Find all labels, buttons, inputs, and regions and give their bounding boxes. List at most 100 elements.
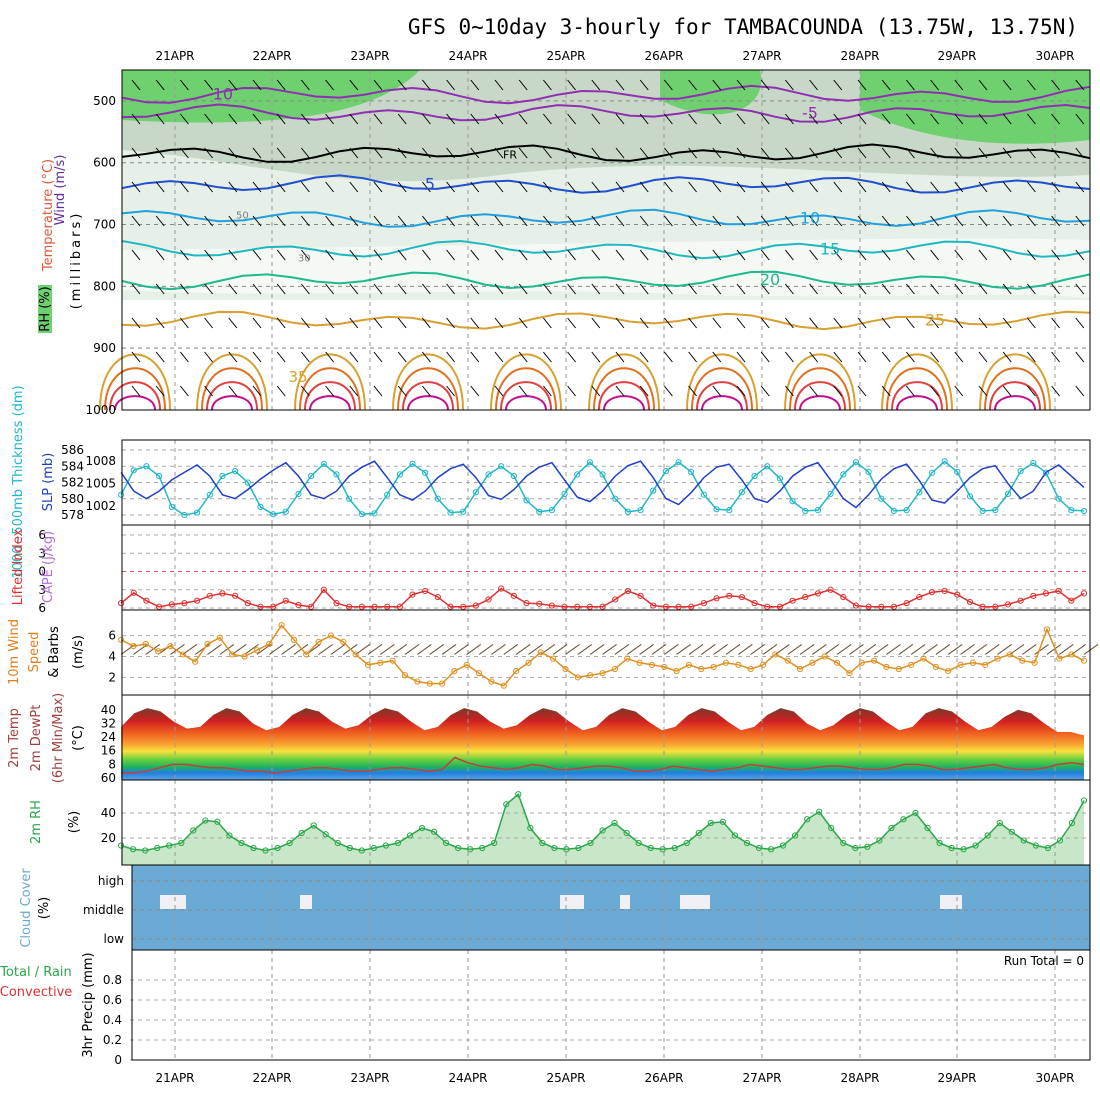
wind-barb [155,351,165,363]
wind-barb [373,79,383,91]
boundary-layer-contour [196,353,268,411]
wind-barb [422,249,431,261]
cloud-level-label: low [104,932,125,946]
wind-barb-10m [441,644,457,655]
wind-barb [397,249,407,261]
rh-area [121,794,1085,865]
lifted-index-point [232,592,239,599]
rh-point [575,844,582,852]
wind-barb [373,147,383,159]
temperature-contour [121,143,1091,163]
wind-speed-point [994,655,1001,662]
wind-barb [760,147,770,159]
wind-barb [228,79,238,91]
wind-barb-10m [639,644,654,655]
wind-barb [857,317,867,329]
wind-barb [736,181,746,193]
lifted-index-point [156,603,163,610]
wind-barb [760,385,770,397]
wind-barb [397,79,407,91]
wind-barb [228,181,238,193]
thickness-point [257,503,264,510]
thickness-point [903,507,910,514]
rh-point [406,832,414,839]
thickness-point [992,507,999,514]
rh-point [767,846,775,853]
wind-barb [664,385,673,397]
temperature-contour-label: -10 [207,85,233,104]
lifted-index-point [827,586,834,593]
wind-barb [639,385,649,397]
date-label-top: 30APR [1035,49,1074,63]
wind-barb [760,283,770,295]
wind-speed-point [1019,657,1026,664]
wind-barb [228,385,238,397]
rh-point [623,829,630,837]
wind-barb [712,249,722,261]
thickness-point [1055,495,1062,502]
wind-speed-point [229,651,236,658]
wind-speed-point [1080,657,1088,664]
lifted-index-point [890,603,898,610]
lifted-index-point [1042,590,1050,597]
lifted-index-line [120,587,1085,608]
wind-barb [1051,385,1060,397]
wind-barb [131,249,141,261]
wind-barb [930,181,939,193]
wind-barb [301,385,310,397]
wind-barb [325,317,334,329]
wind-barb [954,283,964,295]
wind-barb [373,283,383,295]
wind-barb-10m [873,644,889,655]
rh-point [743,839,751,847]
wind-speed-point [599,670,606,677]
cloud-gap [300,895,312,909]
wind-barb [543,215,552,227]
wind-barb [470,181,480,193]
wind-barb [373,215,383,227]
rh-point [996,819,1003,827]
wind-barb [567,215,576,227]
thickness-point [713,506,720,513]
wind-barb [567,113,576,125]
wind-barb [1002,351,1012,363]
wind-barb [397,317,407,329]
thickness-point [586,459,593,466]
thickness-point [688,468,695,476]
wind-barb-10m [145,644,161,655]
wind-barb [494,351,504,363]
ylabel-precip: 3hr Precip (mm) [81,952,96,1057]
thickness-point [662,468,669,475]
rh-point [611,819,618,827]
lifted-index-point [941,587,948,595]
rh-point [274,844,281,852]
wind-barb [615,351,625,363]
y-tick-label: 3 [38,546,46,560]
wind-barb [1051,79,1060,91]
wind-barb [252,181,262,193]
lifted-index-point [523,600,530,607]
rh-point [816,808,823,815]
date-label-bottom: 23APR [350,1071,389,1085]
wind-speed-point [784,657,791,664]
wind-barb [591,113,601,125]
wind-barb [228,317,238,329]
rh-point [563,846,570,853]
boundary-layer-contour [299,367,361,411]
date-label-top: 24APR [448,49,487,63]
wind-speed-point [747,665,754,673]
wind-barb [591,215,601,227]
thickness-point [1030,459,1037,467]
wind-barb [131,113,141,125]
wind-barb [301,249,310,261]
lifted-index-point [675,603,682,610]
cloud-level-label: high [98,874,124,888]
y-tick-label: 0 [38,565,46,579]
wind-barb [131,181,141,193]
ylabel-wind10m: Speed [27,632,42,673]
wind-speed-point [945,668,952,675]
lifted-index-point [966,598,974,606]
rh-point [358,847,365,854]
wind-barb [567,79,576,91]
